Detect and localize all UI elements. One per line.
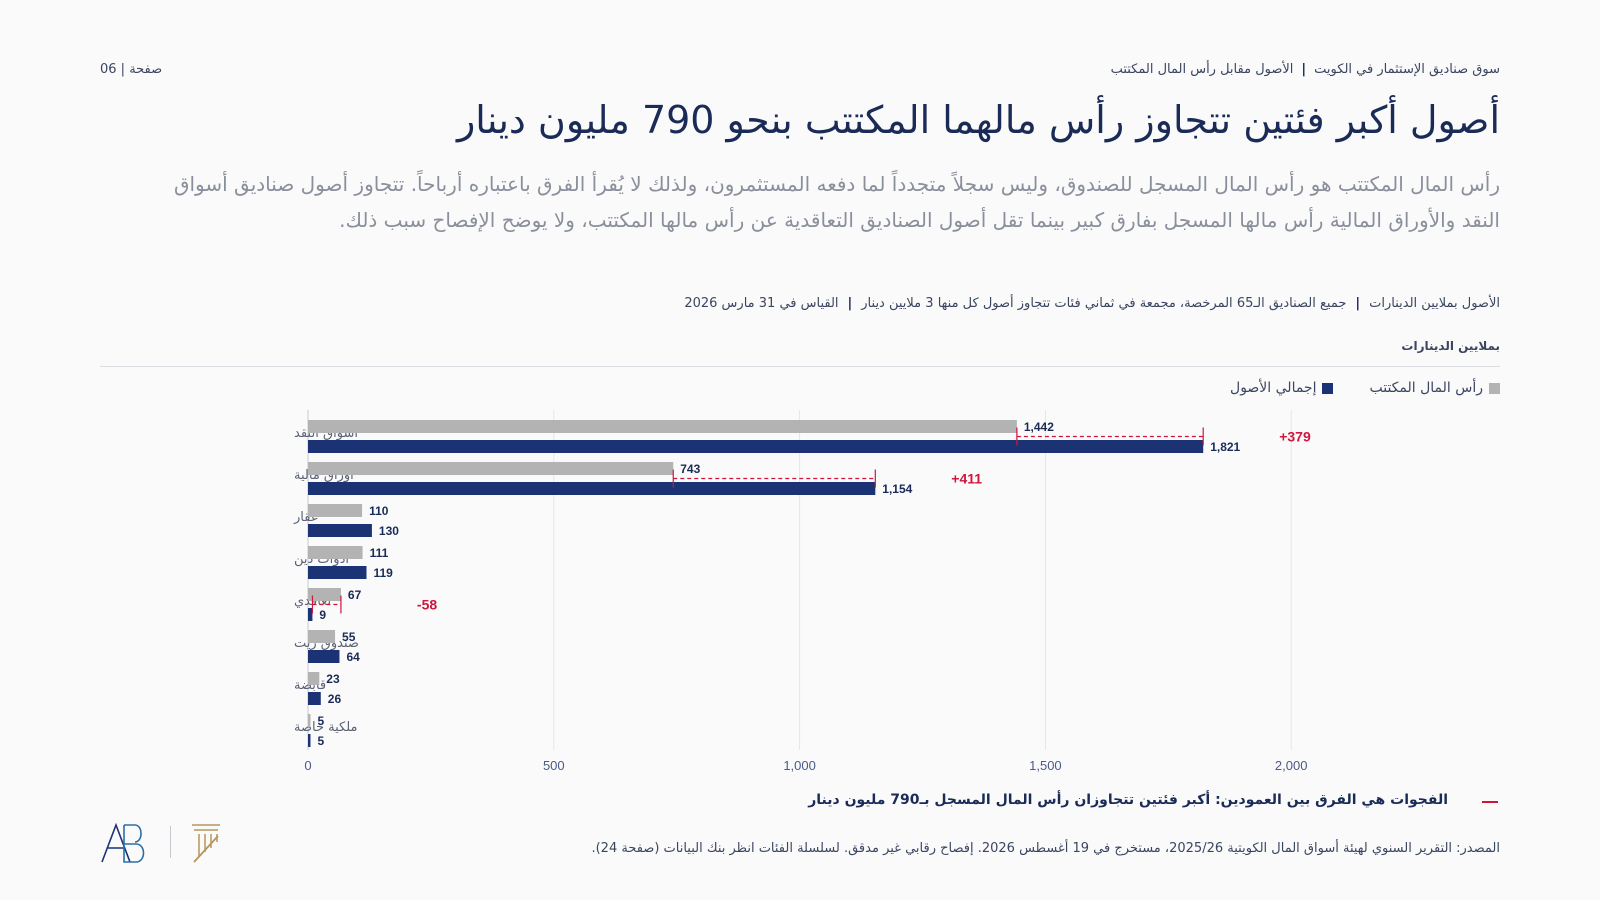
bar-assets [308, 650, 340, 663]
data-label-capital: 55 [342, 630, 356, 644]
data-label-capital: 67 [348, 588, 362, 602]
meta-measure: الأصول بملايين الدينارات [1369, 296, 1500, 311]
bar-assets [308, 524, 372, 537]
data-label-capital: 743 [680, 462, 700, 476]
data-label-assets: 64 [346, 650, 360, 664]
page-number: صفحة | 06 [100, 62, 163, 77]
data-label-assets: 26 [328, 692, 342, 706]
legend-swatch-assets [1322, 382, 1334, 394]
bar-capital [308, 588, 341, 601]
bar-capital [308, 504, 363, 517]
page-title: أصول أكبر فئتين تتجاوز رأس مالهما المكتت… [456, 98, 1500, 142]
bar-capital [308, 630, 336, 643]
bar-capital [308, 672, 320, 685]
data-label-assets: 1,154 [882, 482, 912, 496]
logo-divider [170, 826, 171, 858]
bar-assets [308, 734, 311, 747]
data-label-capital: 110 [369, 504, 389, 518]
bar-capital [308, 462, 674, 475]
gap-label: +379 [1279, 429, 1311, 445]
source-note: المصدر: التقرير السنوي لهيئة أسواق المال… [591, 841, 1500, 856]
legend-label-capital: رأس المال المكتتب [1369, 380, 1483, 396]
x-tick-label: 1,500 [1029, 758, 1062, 773]
gap-marker-key [1482, 801, 1498, 803]
unit-label: بملايين الدينارات [1401, 339, 1500, 353]
data-label-assets: 130 [379, 524, 399, 538]
divider [100, 366, 1500, 367]
bar-assets [308, 566, 367, 579]
category-label: ملكية خاصة [294, 720, 357, 735]
x-tick-label: 500 [543, 758, 565, 773]
x-tick-label: 1,000 [783, 758, 816, 773]
data-label-capital: 23 [326, 672, 340, 686]
bar-assets [308, 608, 313, 621]
legend-swatch-capital [1489, 382, 1500, 394]
ab-logo [101, 822, 145, 863]
data-label-capital: 1,442 [1024, 420, 1054, 434]
data-label-assets: 5 [317, 734, 324, 748]
bar-capital [308, 714, 311, 727]
meta-separator: | [1355, 296, 1361, 311]
bar-assets [308, 482, 876, 495]
legend-item-capital: رأس المال المكتتب [1369, 380, 1500, 396]
pillar-logo [192, 824, 220, 863]
data-label-assets: 119 [374, 566, 394, 580]
meta-separator: | [847, 296, 853, 311]
breadcrumb-main: سوق صناديق الإستثمار في الكويت [1314, 62, 1500, 77]
page-subtitle: رأس المال المكتتب هو رأس المال المسجل لل… [173, 172, 1500, 232]
data-label-assets: 1,821 [1210, 440, 1240, 454]
legend-label-assets: إجمالي الأصول [1230, 380, 1317, 396]
breadcrumb: سوق صناديق الإستثمار في الكويت | الأصول مق… [1111, 62, 1500, 77]
meta-scope: جميع الصناديق الـ65 المرخصة، مجمعة في ثم… [861, 296, 1347, 311]
gap-label: +411 [951, 471, 982, 487]
bar-assets [308, 440, 1204, 453]
legend-item-assets: إجمالي الأصول [1230, 380, 1334, 396]
data-label-assets: 9 [319, 608, 326, 622]
meta-date: القياس في 31 مارس 2026 [684, 296, 839, 311]
bar-capital [308, 546, 363, 559]
breadcrumb-separator: | [1301, 62, 1307, 77]
gap-label: -58 [417, 597, 437, 613]
x-tick-label: 2,000 [1275, 758, 1308, 773]
breadcrumb-sub: الأصول مقابل رأس المال المكتتب [1110, 62, 1294, 77]
bar-assets [308, 692, 321, 705]
chart-note: الفجوات هي الفرق بين العمودين: أكبر فئتي… [808, 792, 1448, 808]
chart-meta: الأصول بملايين الدينارات | جميع الصناديق ا… [684, 296, 1500, 311]
data-label-capital: 5 [317, 714, 324, 728]
bar-capital [308, 420, 1017, 433]
chart-legend: رأس المال المكتتب إجمالي الأصول [1230, 380, 1500, 396]
data-label-capital: 111 [370, 546, 389, 560]
x-tick-label: 0 [304, 758, 311, 773]
